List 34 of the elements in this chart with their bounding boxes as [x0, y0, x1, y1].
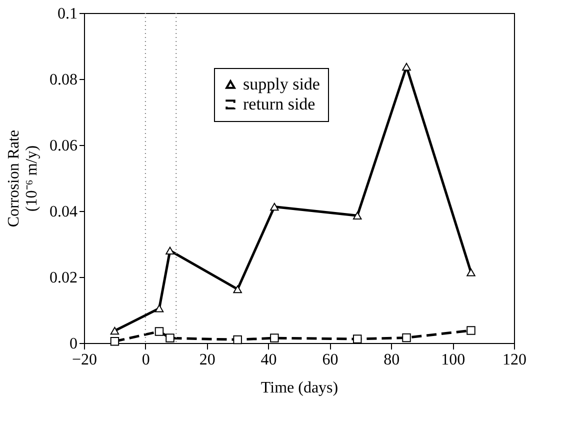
- point: [270, 334, 279, 342]
- x-tick-label: 20: [199, 352, 216, 368]
- x-axis-title: Time (days): [260, 380, 338, 396]
- point: [154, 304, 164, 312]
- point: [166, 246, 174, 254]
- y-tick-label: 0.06: [50, 138, 78, 154]
- x-tick-label: −20: [72, 352, 98, 368]
- point: [402, 62, 411, 71]
- point: [166, 334, 174, 342]
- point: [402, 333, 411, 342]
- point: [270, 202, 279, 211]
- x-tick-label: 0: [142, 352, 150, 368]
- y-tick-label: 0.04: [50, 204, 78, 220]
- point: [233, 335, 242, 344]
- x-tick-label: 80: [384, 352, 400, 368]
- x-tick-label: 100: [441, 352, 466, 368]
- x-tick-label: 40: [260, 352, 277, 368]
- y-tick-label: 0.02: [50, 270, 78, 286]
- x-tick-label: 120: [502, 352, 526, 368]
- point: [233, 285, 242, 294]
- point: [466, 268, 476, 276]
- y-tick-label: 0: [70, 336, 78, 352]
- legend-label: supply side: [243, 74, 320, 94]
- point: [154, 327, 164, 336]
- point: [352, 212, 362, 220]
- y-axis-title: Corrosion Rate (10⁻⁶ m/y): [6, 130, 40, 228]
- y-tick-label: 0.1: [58, 6, 78, 22]
- legend-label: return side: [243, 94, 316, 114]
- y-tick-label: 0.08: [50, 72, 78, 88]
- point: [466, 326, 476, 335]
- point: [110, 326, 120, 335]
- point: [352, 334, 362, 344]
- point: [110, 336, 120, 346]
- x-tick-label: 60: [322, 352, 338, 368]
